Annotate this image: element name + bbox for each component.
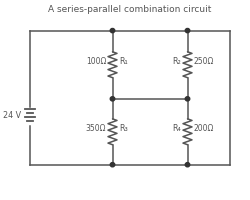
Text: 24 V: 24 V <box>3 111 21 120</box>
Text: 100Ω: 100Ω <box>86 57 106 66</box>
Text: A series-parallel combination circuit: A series-parallel combination circuit <box>48 5 212 14</box>
Text: 350Ω: 350Ω <box>86 124 106 133</box>
Text: 200Ω: 200Ω <box>194 124 214 133</box>
Text: R₃: R₃ <box>119 124 128 133</box>
Circle shape <box>185 28 190 33</box>
Circle shape <box>185 163 190 167</box>
Circle shape <box>110 163 115 167</box>
Circle shape <box>110 28 115 33</box>
Circle shape <box>185 97 190 101</box>
Text: R₂: R₂ <box>172 57 181 66</box>
Text: 250Ω: 250Ω <box>194 57 214 66</box>
Circle shape <box>110 97 115 101</box>
Text: R₄: R₄ <box>172 124 181 133</box>
Text: R₁: R₁ <box>119 57 128 66</box>
